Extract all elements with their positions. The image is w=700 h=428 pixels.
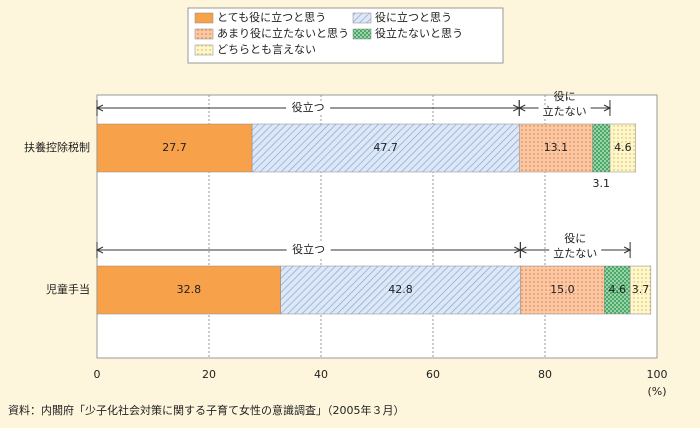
x-tick-label: 40: [314, 368, 328, 381]
y-tick-label: 児童手当: [46, 282, 90, 296]
legend-label: あまり役に立たないと思う: [217, 26, 349, 40]
value-label: 42.8: [388, 283, 413, 296]
annotation-bg: [549, 248, 602, 260]
x-tick-label: 60: [426, 368, 440, 381]
x-tick-label: 0: [94, 368, 101, 381]
annotation: 役立つ: [292, 242, 325, 256]
legend-swatch: [194, 12, 214, 24]
bar: [96, 123, 253, 173]
value-label: 27.7: [162, 141, 187, 154]
bar: [96, 265, 281, 315]
annotation: 立たない: [553, 246, 597, 260]
value-label: 32.8: [177, 283, 202, 296]
legend-swatch: [352, 12, 372, 24]
annotation: 役に: [564, 231, 586, 245]
bar: [609, 123, 636, 173]
bar: [518, 123, 593, 173]
legend-label: とても役に立つと思う: [217, 10, 326, 24]
legend: [187, 7, 504, 64]
bar: [251, 123, 520, 173]
legend-swatch: [352, 28, 372, 40]
annotation: 立たない: [543, 104, 587, 118]
annotation-bg: [538, 106, 591, 118]
bar: [520, 265, 605, 315]
value-label: 3.7: [632, 283, 650, 296]
bar: [604, 265, 631, 315]
value-label: 3.1: [593, 177, 611, 190]
legend-label: 役立たないと思う: [375, 26, 463, 40]
x-axis-label: (%): [647, 385, 666, 398]
legend-label: 役に立つと思う: [375, 10, 452, 24]
value-label: 15.0: [550, 283, 575, 296]
annotation: 役立つ: [292, 100, 325, 114]
value-label: 47.7: [373, 141, 398, 154]
value-label: 4.6: [614, 141, 632, 154]
x-tick-label: 80: [538, 368, 552, 381]
annotation-bg: [286, 243, 331, 257]
legend-swatch: [194, 44, 214, 56]
legend-swatch: [194, 28, 214, 40]
source-note: 資料：内閣府「少子化社会対策に関する子育て女性の意識調査」（2005年３月）: [8, 403, 405, 417]
legend-label: どちらとも言えない: [217, 43, 316, 56]
bar: [592, 123, 611, 173]
bar: [280, 265, 521, 315]
value-label: 13.1: [544, 141, 569, 154]
annotation-bg: [286, 101, 331, 115]
x-tick-label: 20: [202, 368, 216, 381]
value-label: 4.6: [608, 283, 626, 296]
annotation: 役に: [554, 89, 576, 103]
x-tick-label: 100: [647, 368, 668, 381]
bar: [629, 265, 652, 315]
y-tick-label: 扶養控除税制: [24, 140, 90, 154]
